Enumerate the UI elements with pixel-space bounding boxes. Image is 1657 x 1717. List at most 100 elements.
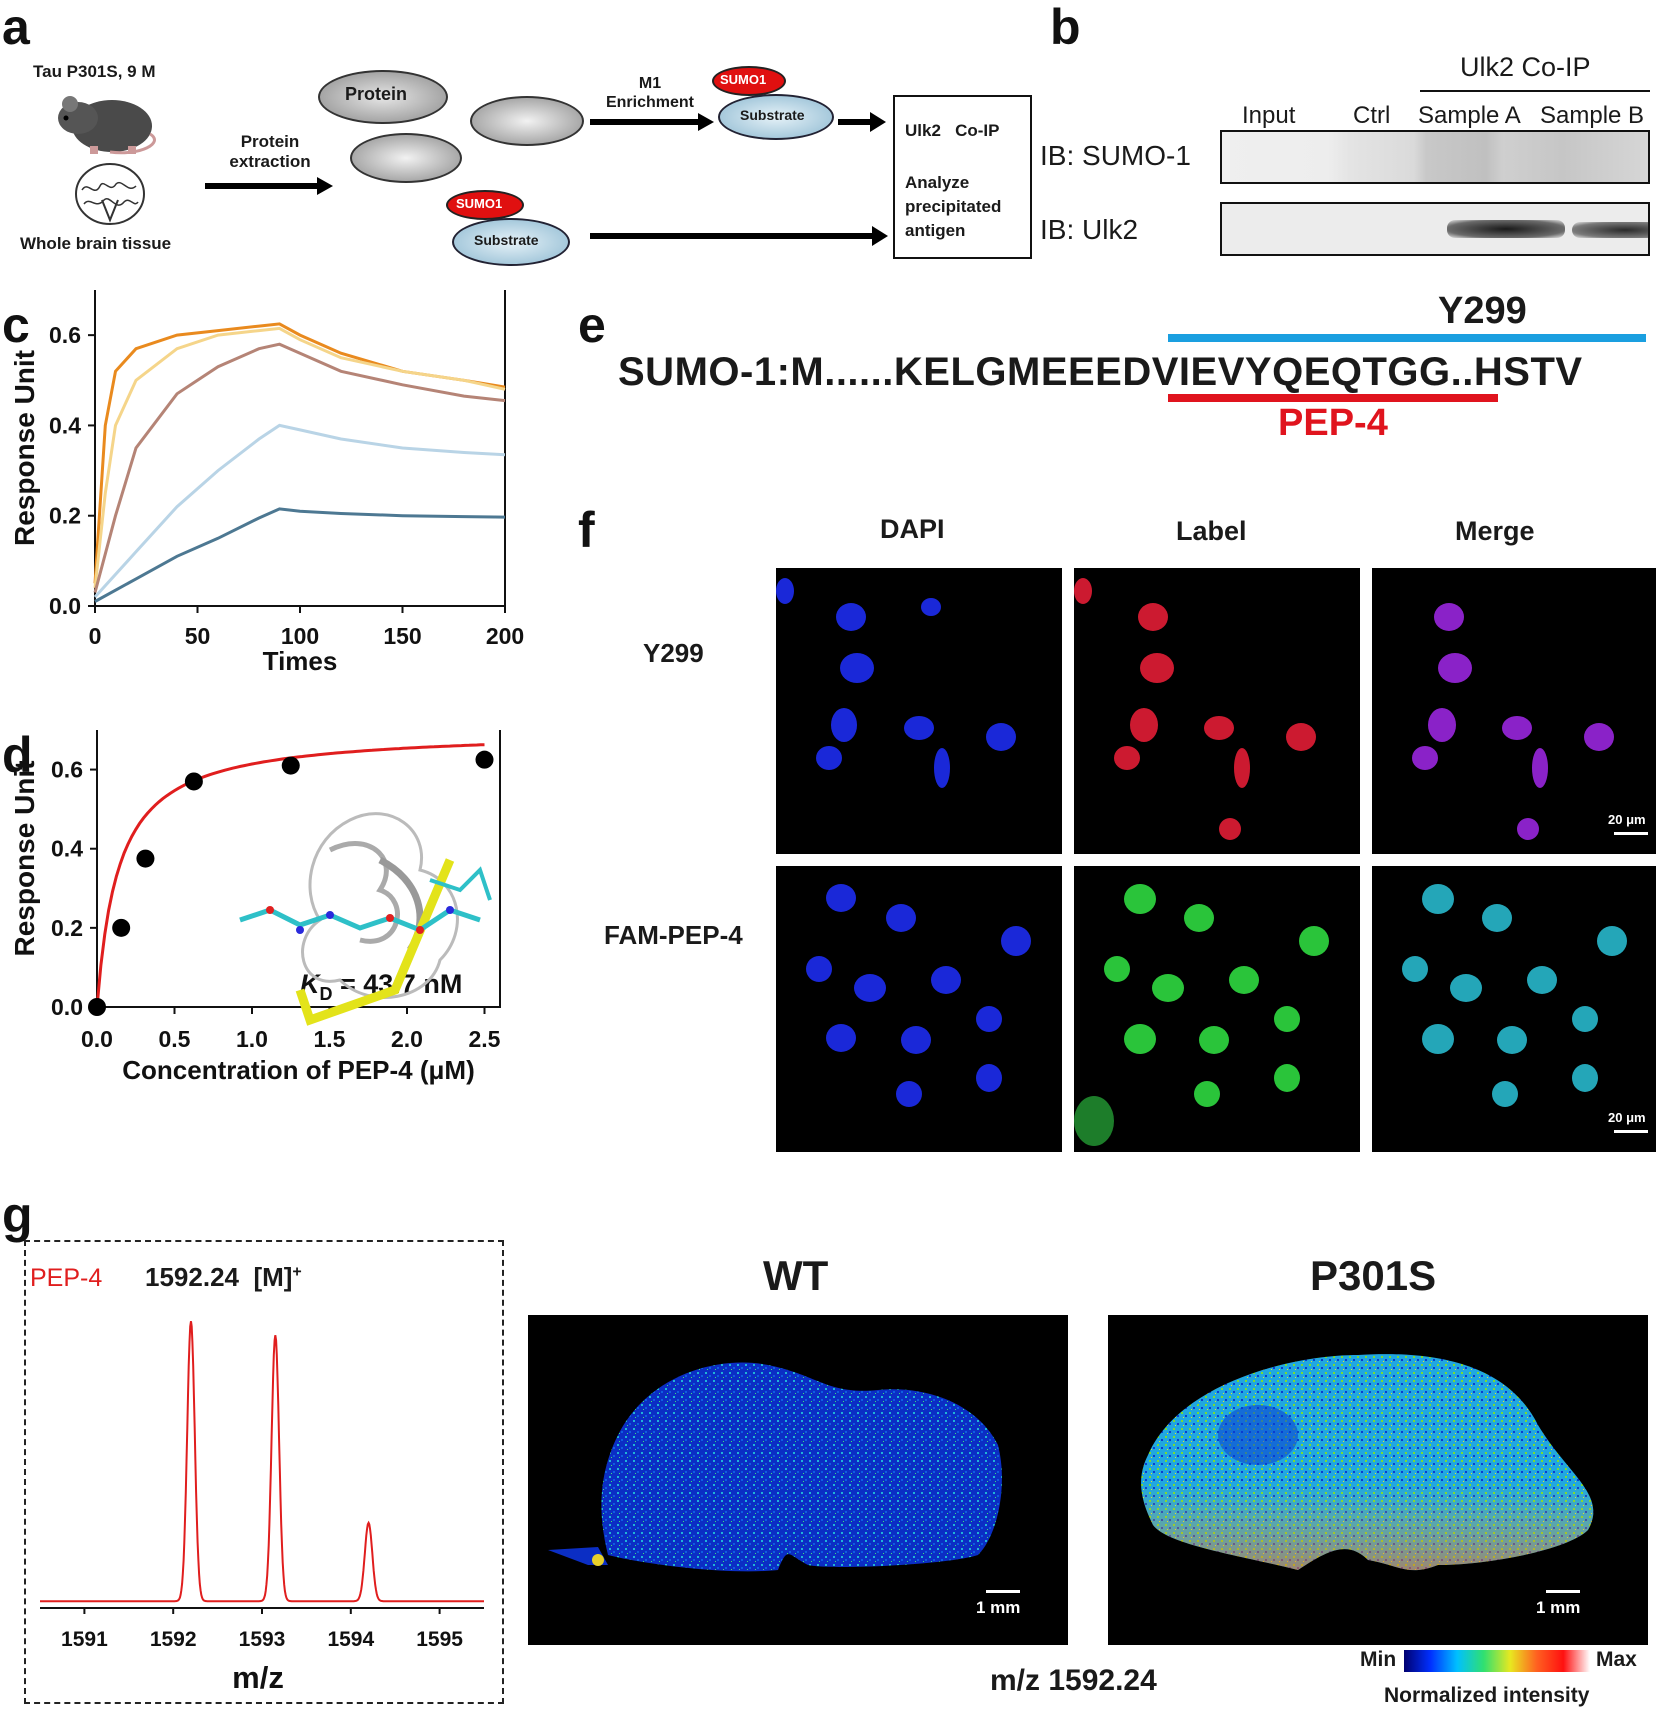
x-tick-label: 1594	[327, 1628, 374, 1651]
protein-label: Protein	[345, 84, 408, 104]
image-label-y299	[1074, 568, 1360, 854]
scale-label: 1 mm	[976, 1598, 1021, 1617]
pep4-bar	[1168, 394, 1498, 402]
chart-binding-curve: 0.0 0.5 1.0 1.5 2.0 2.5 0.0 0.2 0.4 0.6 Concentrat…	[9, 730, 501, 1085]
panel-label-c: c	[2, 297, 30, 353]
image-merge-fam: 20 μm	[1372, 866, 1656, 1152]
coip-box: Ulk2 Co-IP Analyze precipitated antigen	[893, 95, 1032, 259]
substrate-oval	[718, 94, 834, 140]
panel-e-sequence: Y299 SUMO-1:M......KELGMEEEDVIEVYQEQTGG.…	[578, 290, 1657, 470]
y-tick-label: 0.4	[49, 412, 81, 438]
peak-mz: 1592.24	[145, 1262, 239, 1292]
x-tick-label: 0.0	[81, 1026, 113, 1052]
y-tick-label: 0.6	[49, 322, 81, 348]
data-point	[136, 849, 155, 868]
sequence-prefix: SUMO-1:M......KELGMEEE	[618, 350, 1123, 394]
colorbar-title: Normalized intensity	[1384, 1684, 1590, 1707]
blot-label: IB: SUMO-1	[1040, 140, 1191, 171]
y299-label: Y299	[1438, 290, 1527, 332]
brain-section-p301s	[1141, 1354, 1594, 1571]
x-tick-label: 100	[281, 623, 319, 649]
column-label: Merge	[1455, 516, 1535, 546]
panel-label-f: f	[578, 502, 595, 558]
panel-f-microscopy: DAPI Label Merge Y299 FAM-PEP-4 20 μm	[600, 500, 1657, 1160]
lane-label: Sample B	[1540, 102, 1645, 129]
series-line	[94, 507, 506, 603]
series-line	[93, 326, 506, 589]
blot-sumo1	[1220, 130, 1650, 184]
sumo-tag	[712, 66, 786, 96]
kd-subscript: D	[320, 984, 333, 1004]
map-title-p301s: P301S	[1310, 1252, 1437, 1299]
y-tick-label: 0.6	[51, 757, 83, 783]
protein-oval	[470, 96, 584, 146]
data-point	[88, 998, 106, 1016]
panel-b-western-blot: Ulk2 Co-IP Input Ctrl Sample A Sample B …	[1040, 0, 1657, 290]
protein-oval	[350, 133, 462, 183]
lane-label: Sample A	[1418, 102, 1521, 129]
image-dapi-y299	[776, 568, 1062, 854]
x-tick-label: 0	[89, 623, 102, 649]
y-tick-label: 0.0	[51, 994, 83, 1020]
ion-label: [M]	[253, 1262, 293, 1292]
data-point	[112, 918, 131, 937]
x-axis-label: m/z	[232, 1660, 284, 1695]
substrate-label: Substrate	[740, 107, 805, 123]
y-axis-label: Response Unit	[9, 760, 40, 956]
lane-label: Input	[1242, 102, 1296, 129]
x-tick-label: 50	[185, 623, 211, 649]
brain-icon	[75, 163, 145, 225]
panel-label-d: d	[2, 727, 33, 783]
data-point	[184, 772, 203, 791]
msi-map-wt: 1 mm	[528, 1315, 1068, 1645]
series-line	[93, 423, 506, 599]
scale-bar	[986, 1590, 1020, 1593]
scale-bar	[1614, 1130, 1648, 1133]
x-tick-label: 0.5	[159, 1026, 191, 1052]
blot-band	[1447, 220, 1565, 238]
plot-frame	[96, 730, 501, 1008]
blot-label: IB: Ulk2	[1040, 214, 1139, 245]
sumo-tag	[446, 190, 524, 220]
mz-caption: m/z 1592.24	[990, 1664, 1157, 1697]
sequence-highlight: DVIEVYQEQTGG	[1122, 350, 1451, 394]
peptide-label: PEP-4	[30, 1264, 103, 1292]
pep4-label: PEP-4	[1278, 402, 1388, 444]
tissue-label: Whole brain tissue	[20, 234, 172, 253]
column-label: DAPI	[880, 514, 945, 544]
y-tick-label: 0.4	[51, 836, 83, 862]
ion-charge: +	[292, 1263, 302, 1281]
x-tick-label: 150	[383, 623, 421, 649]
image-merge-y299: 20 μm	[1372, 568, 1656, 854]
y-tick-label: 0.2	[49, 503, 81, 529]
panel-label-b: b	[1050, 0, 1081, 55]
x-axis-label: Concentration of PEP-4 (μM)	[122, 1055, 474, 1085]
brain-section-wt	[548, 1362, 1002, 1572]
panel-label-g: g	[2, 1187, 33, 1243]
protein-structure-icon	[239, 812, 492, 1026]
sequence: SUMO-1:M......KELGMEEEDVIEVYQEQTGG..HSTV	[618, 350, 1583, 395]
peak-annotation: 1592.24 [M]+	[145, 1262, 302, 1293]
header-rule	[1420, 90, 1650, 92]
y-axis-label: Response Unit	[9, 350, 40, 546]
kd-annotation: KD = 43.7 nM	[300, 969, 462, 1004]
panel-label-e: e	[578, 297, 606, 353]
panel-label-a: a	[2, 0, 30, 55]
data-point	[475, 750, 494, 769]
substrate-oval	[452, 218, 570, 266]
scale-bar	[1546, 1590, 1580, 1593]
coip-header: Ulk2 Co-IP	[1460, 52, 1591, 82]
x-tick-label: 2.5	[469, 1026, 501, 1052]
msi-map-p301s: 1 mm	[1108, 1315, 1648, 1645]
enrichment-label: M1 Enrichment	[605, 75, 694, 112]
row-label: Y299	[643, 638, 704, 668]
scale-label: 1 mm	[1536, 1598, 1581, 1617]
sumo-tag-label: SUMO1	[720, 72, 767, 87]
x-tick-label: 1593	[239, 1628, 286, 1651]
y-tick-label: 0.2	[51, 915, 83, 941]
image-label-fam	[1074, 866, 1360, 1152]
x-tick-label: 1595	[416, 1628, 463, 1651]
extraction-label: Protein extraction	[229, 132, 311, 171]
series-line	[93, 342, 506, 593]
x-axis-label: Times	[263, 646, 338, 676]
